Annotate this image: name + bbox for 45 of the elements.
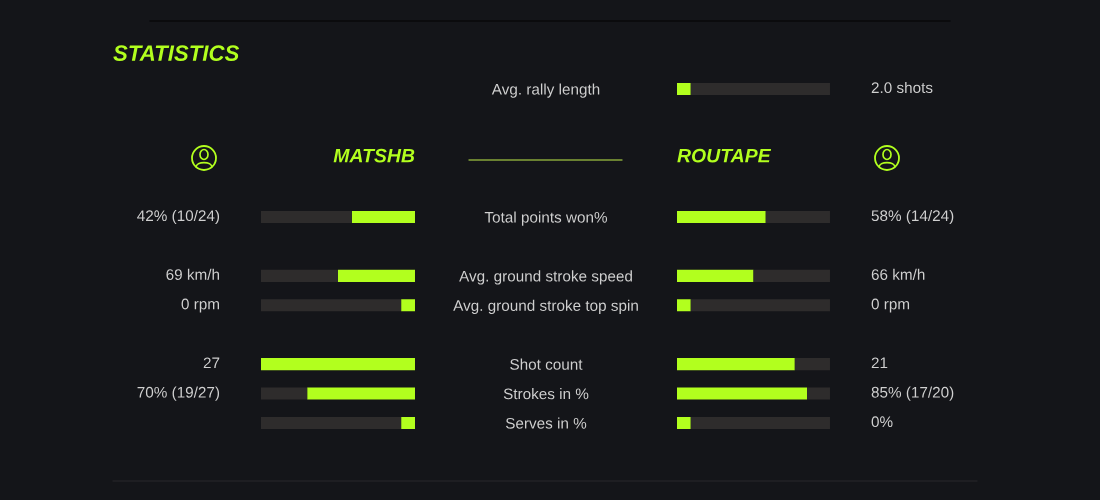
text: 70% (19/27) [137, 386, 220, 401]
bar [401, 299, 415, 312]
text: 27 [203, 357, 220, 369]
bar [261, 210, 352, 224]
y-tick-label: Serves in % [505, 417, 587, 429]
text: 2.0 shots [871, 81, 933, 94]
bar [677, 299, 691, 312]
y-tick-label: Avg. ground stroke top spin [453, 299, 638, 314]
bar [261, 299, 402, 312]
bar [690, 416, 830, 430]
text: 58% (14/24) [871, 209, 954, 225]
bar [677, 358, 795, 371]
text: 66 km/h [871, 268, 925, 280]
chart-title: STATISTICS [113, 45, 240, 61]
bar [794, 358, 830, 371]
bar [677, 387, 808, 400]
text: 21 [871, 357, 888, 369]
text: MATSHB [333, 148, 415, 163]
text: 85% (17/20) [871, 386, 954, 401]
text: 0 rpm [181, 298, 219, 313]
bar [338, 269, 415, 282]
bar [261, 269, 338, 282]
y-tick-label: Shot count [510, 358, 583, 370]
text: 42% (10/24) [137, 209, 220, 225]
text: 0 rpm [871, 298, 910, 313]
bar [765, 210, 830, 224]
bar [261, 416, 402, 430]
bar [261, 358, 415, 371]
bar [753, 269, 830, 282]
bar [807, 387, 830, 400]
y-tick-label: Total points won% [484, 211, 608, 226]
bar [677, 210, 766, 224]
bar [677, 269, 754, 282]
y-tick-label: Strokes in % [503, 388, 589, 400]
bar [677, 416, 691, 430]
y-tick-label: Avg. rally length [491, 83, 600, 98]
bar [261, 387, 308, 400]
bar [351, 210, 415, 224]
text: ROUTAPE [677, 148, 772, 163]
text: 69 km/h [166, 268, 220, 280]
bar [690, 299, 830, 312]
y-tick-label: Avg. ground stroke speed [459, 270, 632, 285]
text: 0% [871, 416, 893, 428]
bar [307, 387, 415, 400]
bar [401, 416, 415, 430]
